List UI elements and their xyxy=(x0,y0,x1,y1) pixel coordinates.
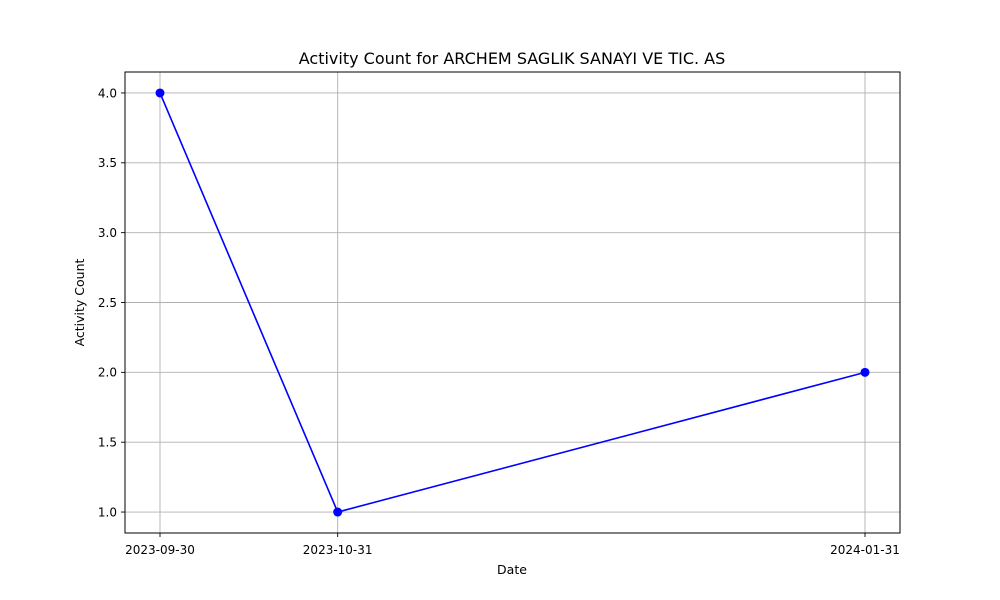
y-tick-label: 3.0 xyxy=(98,226,117,240)
axis-ticks: 1.0 1.5 2.0 2.5 3.0 3.5 4.0 2023-09-30 2023-10-3… xyxy=(98,86,900,557)
data-point-marker xyxy=(155,88,165,98)
chart-title: Activity Count for ARCHEM SAGLIK SANAYI … xyxy=(299,49,726,68)
x-tick-label: 2023-09-30 xyxy=(125,543,195,557)
x-tick-label: 2024-01-31 xyxy=(830,543,900,557)
data-point-marker xyxy=(333,507,343,517)
x-axis-title: Date xyxy=(497,562,527,577)
y-tick-label: 1.5 xyxy=(98,435,117,449)
x-tick-label: 2023-10-31 xyxy=(303,543,373,557)
y-axis-title: Activity Count xyxy=(72,258,87,346)
y-tick-label: 1.0 xyxy=(98,505,117,519)
y-tick-label: 2.0 xyxy=(98,366,117,380)
y-tick-label: 4.0 xyxy=(98,86,117,100)
y-tick-label: 2.5 xyxy=(98,296,117,310)
y-tick-label: 3.5 xyxy=(98,156,117,170)
grid xyxy=(125,72,900,533)
series xyxy=(155,88,870,517)
data-point-marker xyxy=(860,367,870,377)
